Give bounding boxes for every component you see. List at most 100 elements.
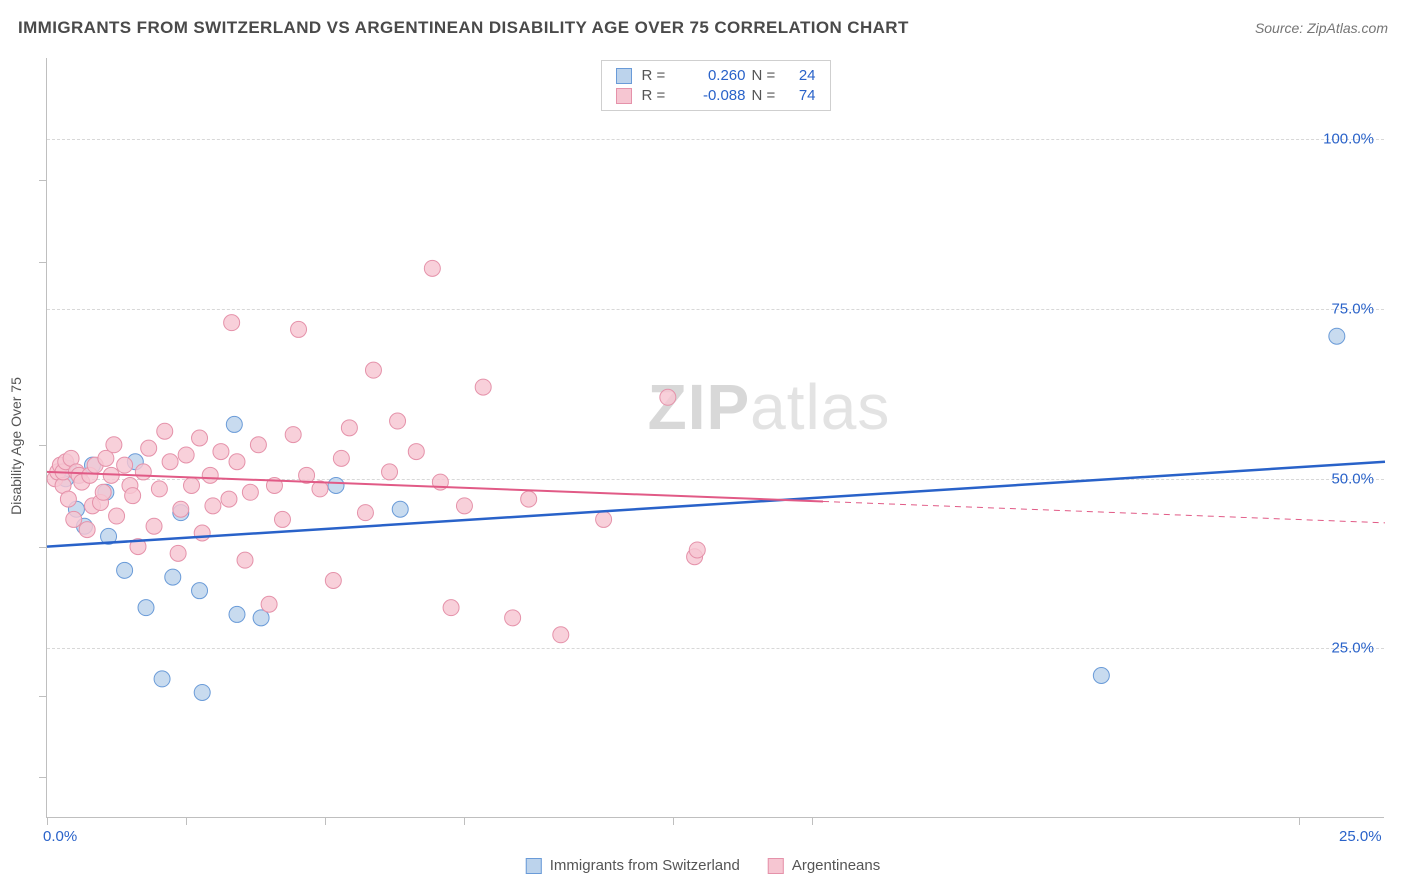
argentinean-point (117, 457, 133, 473)
argentinean-point (50, 464, 66, 480)
swiss-point (226, 416, 242, 432)
swiss-point (127, 454, 143, 470)
x-axis-tick-min: 0.0% (43, 828, 77, 845)
argentinean-point (521, 491, 537, 507)
argentinean-legend-swatch (616, 88, 632, 104)
swiss-legend-item: Immigrants from Switzerland (526, 857, 740, 874)
argentinean-point (299, 467, 315, 483)
correlation-legend: R =0.260N =24R =-0.088N =74 (601, 60, 831, 111)
argentinean-point (82, 467, 98, 483)
argentinean-point (312, 481, 328, 497)
y-axis-tick-label: 50.0% (1331, 470, 1374, 487)
swiss-point (165, 569, 181, 585)
argentinean-point (229, 454, 245, 470)
y-axis-label: Disability Age Over 75 (8, 377, 24, 515)
regression-lines (47, 58, 1384, 817)
argentinean-point (237, 552, 253, 568)
legend-r-value: -0.088 (676, 87, 746, 104)
argentinean-point (365, 362, 381, 378)
argentinean-point (213, 444, 229, 460)
swiss-regression-line (47, 462, 1385, 547)
argentinean-point (291, 321, 307, 337)
argentinean-point (63, 450, 79, 466)
argentinean-point (106, 437, 122, 453)
legend-r-label: R = (642, 87, 670, 104)
argentinean-point (74, 474, 90, 490)
argentinean-point (475, 379, 491, 395)
argentinean-point (325, 573, 341, 589)
series-legend: Immigrants from Switzerland Argentineans (526, 857, 880, 874)
argentinean-point (266, 478, 282, 494)
argentinean-point (170, 545, 186, 561)
argentinean-point (122, 478, 138, 494)
swiss-legend-swatch (616, 68, 632, 84)
argentinean-point (274, 511, 290, 527)
argentinean-point (194, 525, 210, 541)
argentinean-point (408, 444, 424, 460)
argentinean-point (432, 474, 448, 490)
swiss-point (392, 501, 408, 517)
x-axis-tick-max: 25.0% (1339, 828, 1382, 845)
argentinean-point (52, 457, 68, 473)
argentinean-point (98, 450, 114, 466)
argentinean-point (443, 600, 459, 616)
swiss-point (173, 505, 189, 521)
argentinean-point (250, 437, 266, 453)
argentinean-point (79, 522, 95, 538)
swiss-point (71, 467, 87, 483)
argentinean-point (55, 464, 71, 480)
argentinean-point (87, 457, 103, 473)
argentinean-point (456, 498, 472, 514)
argentinean-point (424, 260, 440, 276)
swiss-point (253, 610, 269, 626)
argentinean-legend-item: Argentineans (768, 857, 880, 874)
argentinean-point (84, 498, 100, 514)
argentinean-point (130, 539, 146, 555)
legend-n-value: 24 (786, 67, 816, 84)
swiss-point (229, 606, 245, 622)
argentinean-point (66, 511, 82, 527)
legend-n-label: N = (752, 67, 780, 84)
swiss-point (328, 478, 344, 494)
argentinean-point (357, 505, 373, 521)
argentinean-point (261, 596, 277, 612)
argentinean-point (68, 464, 84, 480)
argentinean-point (151, 481, 167, 497)
argentinean-point (341, 420, 357, 436)
argentinean-point (689, 542, 705, 558)
swiss-point (60, 461, 76, 477)
argentinean-point (184, 478, 200, 494)
swiss-point (1093, 668, 1109, 684)
swiss-point (138, 600, 154, 616)
swiss-legend-label: Immigrants from Switzerland (550, 857, 740, 874)
argentinean-point (58, 454, 74, 470)
legend-n-value: 74 (786, 87, 816, 104)
chart-title: IMMIGRANTS FROM SWITZERLAND VS ARGENTINE… (18, 18, 909, 38)
argentinean-point (382, 464, 398, 480)
argentinean-point (135, 464, 151, 480)
legend-n-label: N = (752, 87, 780, 104)
argentinean-point (242, 484, 258, 500)
argentinean-point (205, 498, 221, 514)
argentinean-point (333, 450, 349, 466)
argentinean-point (146, 518, 162, 534)
argentinean-point (157, 423, 173, 439)
swiss-point (101, 528, 117, 544)
argentinean-point (93, 494, 109, 510)
argentinean-point (505, 610, 521, 626)
argentinean-point (390, 413, 406, 429)
swiss-point (117, 562, 133, 578)
y-axis-tick-label: 75.0% (1331, 301, 1374, 318)
argentinean-point (202, 467, 218, 483)
watermark: ZIPatlas (648, 370, 891, 444)
swiss-point (98, 484, 114, 500)
source-attribution: Source: ZipAtlas.com (1255, 20, 1388, 36)
argentinean-point (687, 549, 703, 565)
argentinean-point (109, 508, 125, 524)
plot-area: 25.0%50.0%75.0%100.0% ZIPatlas R =0.260N… (46, 58, 1384, 818)
argentinean-point (60, 491, 76, 507)
legend-r-label: R = (642, 67, 670, 84)
argentinean-point (141, 440, 157, 456)
argentinean-point (71, 467, 87, 483)
argentinean-regression-line (47, 472, 823, 502)
